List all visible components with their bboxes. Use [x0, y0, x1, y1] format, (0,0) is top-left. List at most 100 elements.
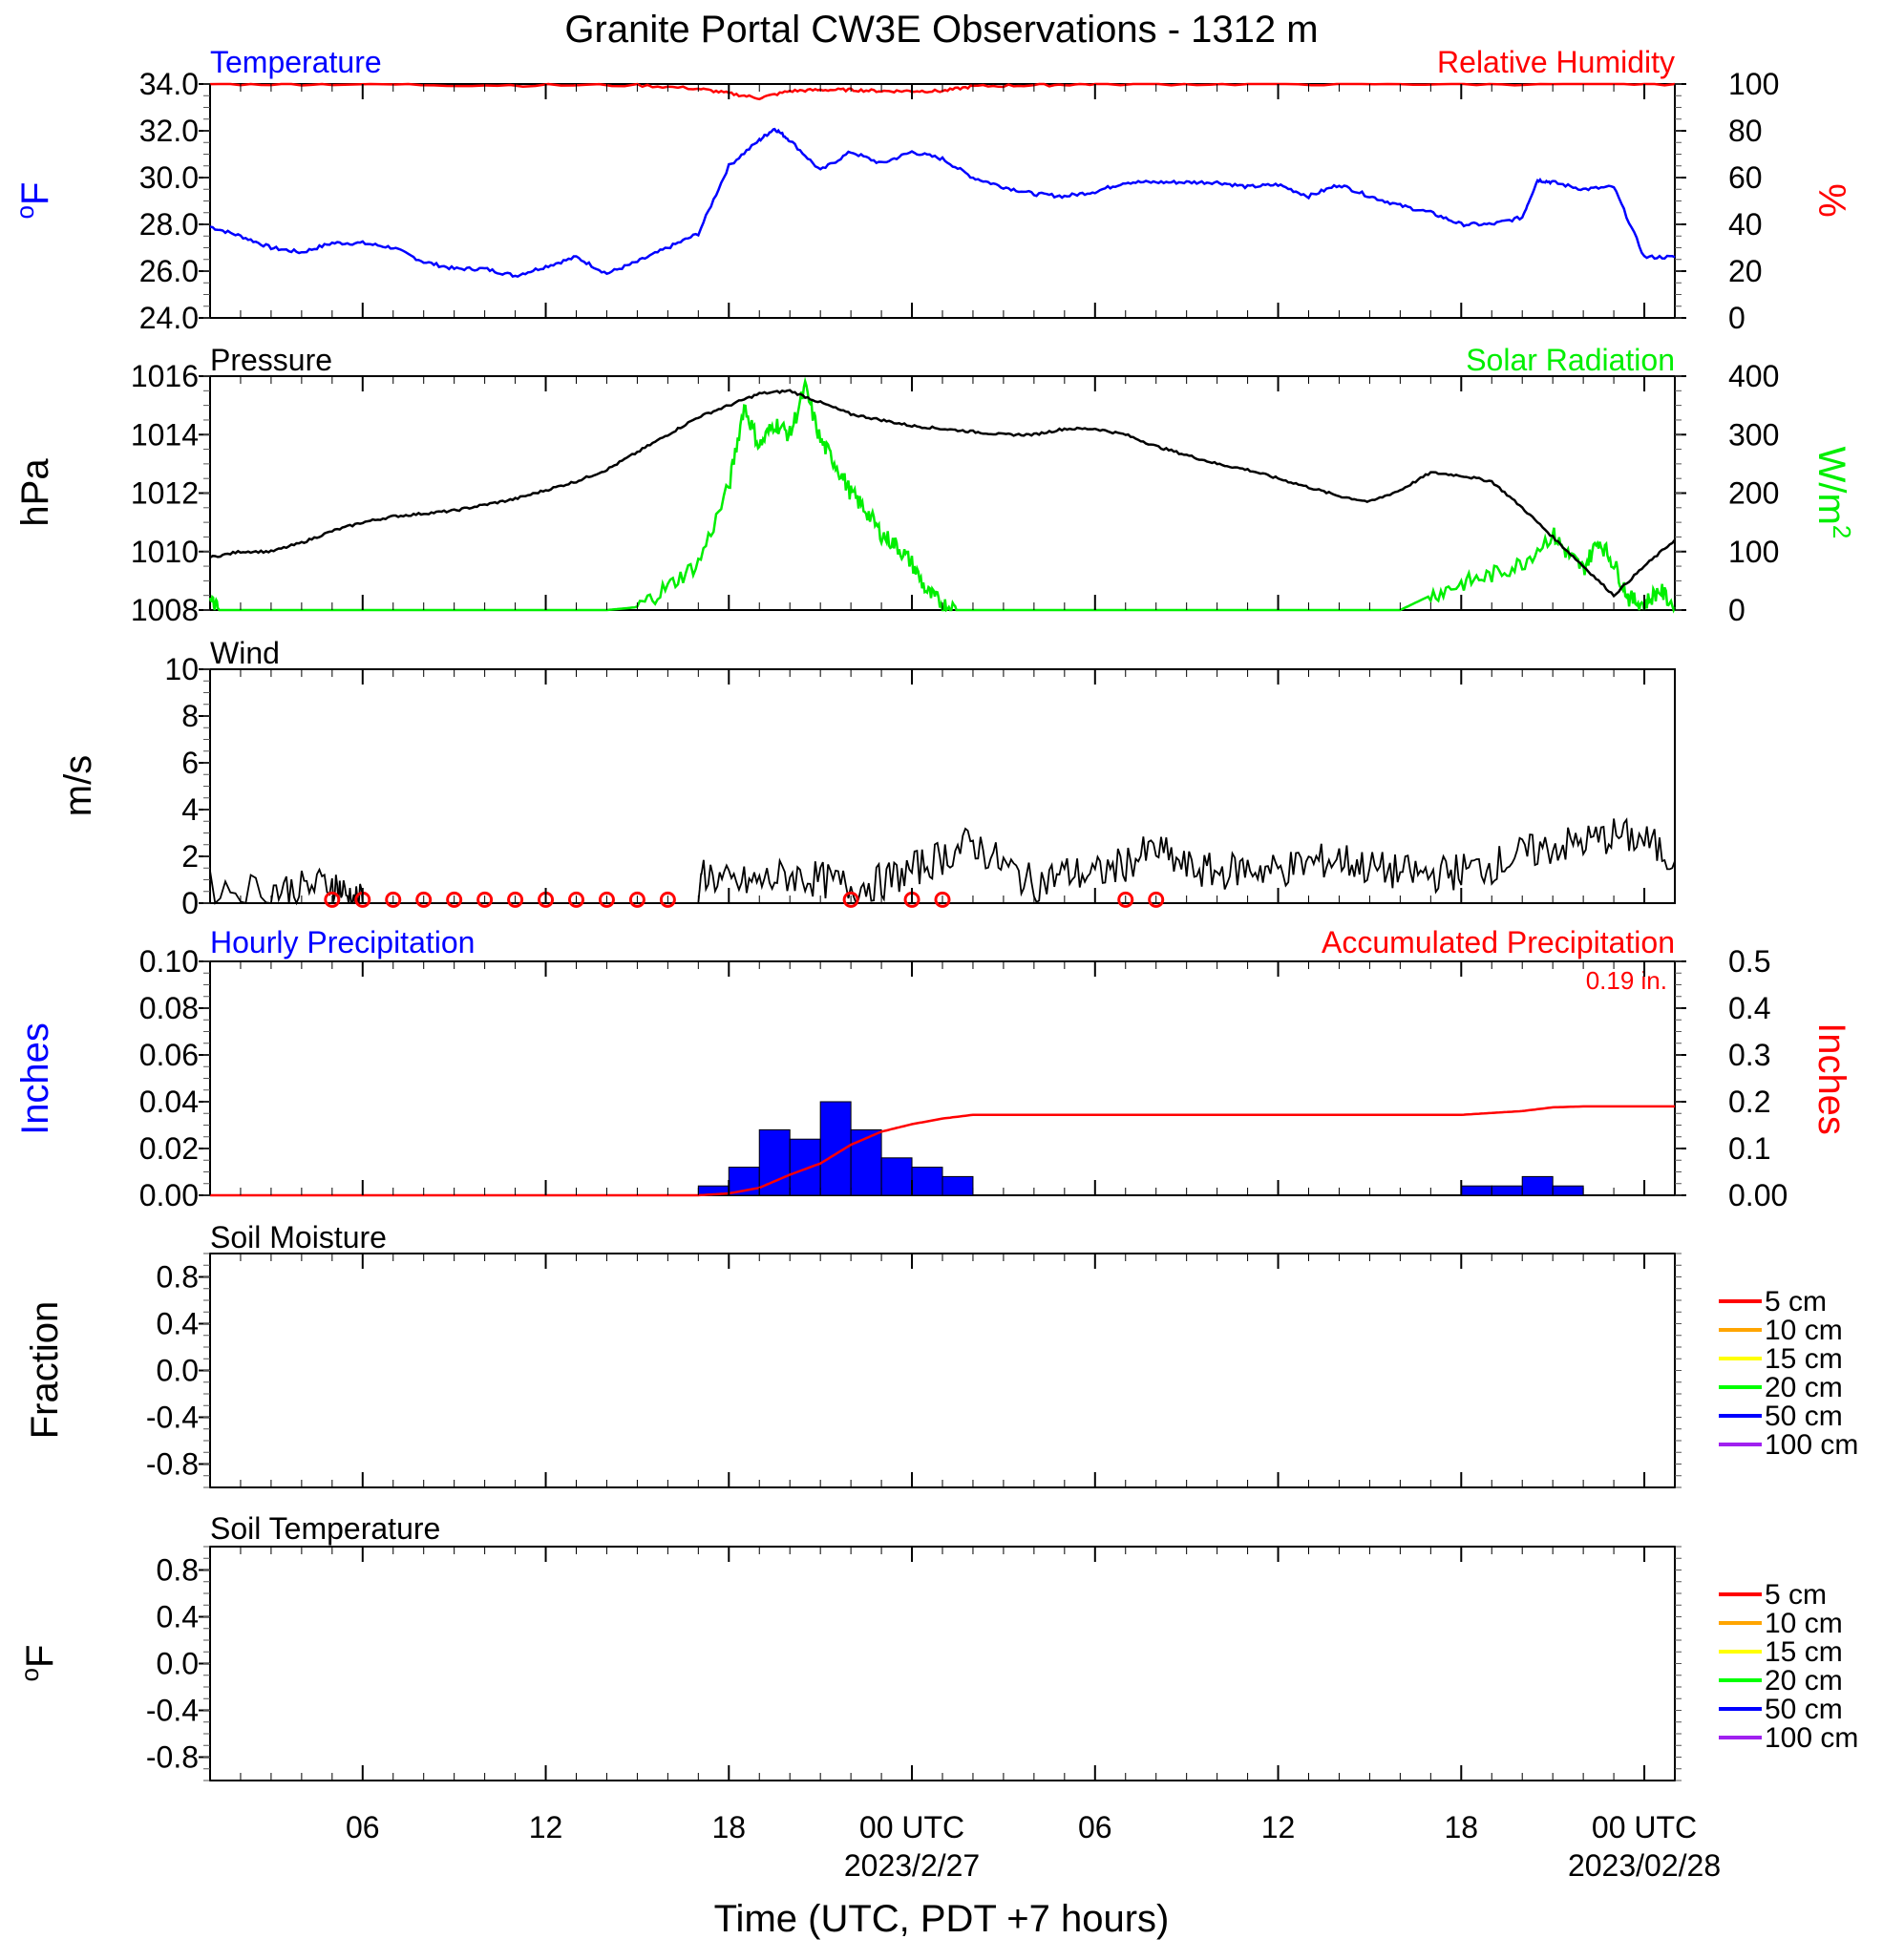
panel-pressure: Pressure Solar Radiation hPa W/m2 101610…	[14, 343, 1856, 627]
tick-label: 0.08	[139, 991, 199, 1025]
tick-label: 40	[1728, 207, 1763, 242]
tick-label: 24.0	[139, 301, 199, 335]
legend-label: 15 cm	[1765, 1636, 1843, 1668]
tick-label: 10	[164, 652, 199, 686]
x-tick-label: 06	[346, 1810, 380, 1844]
tick-label: 0	[1728, 593, 1745, 627]
rh-unit-label: %	[1810, 183, 1852, 218]
x-tick-label: 00 UTC	[859, 1810, 964, 1844]
tick-label: 100	[1728, 535, 1779, 569]
temp-title: Temperature	[210, 45, 382, 79]
tick-label: 0.3	[1728, 1038, 1770, 1072]
tick-label: 300	[1728, 417, 1779, 452]
soil-moisture-title: Soil Moisture	[210, 1220, 387, 1254]
legend-label: 15 cm	[1765, 1343, 1843, 1375]
solar-series-line	[208, 376, 1677, 614]
tick-label: -0.8	[146, 1447, 199, 1482]
precip-right-ticks: 0.5 0.4 0.3 0.2 0.1 0.00	[1675, 944, 1788, 1212]
x-date-label: 2023/2/27	[844, 1848, 980, 1883]
tick-label: 0.8	[157, 1553, 199, 1588]
tick-label: 34.0	[139, 67, 199, 101]
legend-label: 10 cm	[1765, 1315, 1843, 1346]
precip-bar	[789, 1138, 821, 1196]
calm-marker	[415, 891, 433, 908]
x-axis-label: Time (UTC, PDT +7 hours)	[714, 1898, 1170, 1940]
tick-label: 0.4	[157, 1600, 199, 1634]
calm-marker	[324, 891, 341, 908]
precip-bar	[911, 1167, 943, 1196]
calm-marker	[934, 891, 951, 908]
chart-title: Granite Portal CW3E Observations - 1312 …	[564, 9, 1318, 51]
precip-total-label: 0.19 in.	[1586, 966, 1667, 995]
tick-label: -0.4	[146, 1401, 199, 1435]
calm-marker	[1148, 891, 1165, 908]
tick-label: 1012	[131, 476, 199, 511]
precip-left-ticks: 0.10 0.08 0.06 0.04 0.02 0.00	[139, 944, 210, 1212]
hourly-precip-bars	[697, 1101, 1584, 1196]
tick-label: 200	[1728, 476, 1779, 511]
calm-marker	[446, 891, 463, 908]
tick-label: 80	[1728, 114, 1763, 148]
legend-label: 100 cm	[1765, 1429, 1858, 1461]
precip-bar	[1521, 1175, 1554, 1196]
legend-label: 20 cm	[1765, 1372, 1843, 1403]
calm-marker	[476, 891, 494, 908]
tick-label: 30.0	[139, 160, 199, 195]
wind-series-line	[209, 817, 1676, 906]
x-date-label: 2023/02/28	[1568, 1848, 1721, 1883]
tick-label: 400	[1728, 359, 1779, 393]
rh-title: Relative Humidity	[1437, 45, 1675, 79]
panel-temperature: Temperature Relative Humidity oF % 34.0 3…	[11, 45, 1852, 335]
x-tick-label: 00 UTC	[1592, 1810, 1697, 1844]
soil-temp-left-ticks: 0.8 0.4 0.0 -0.4 -0.8	[146, 1546, 1682, 1781]
soil-temp-unit-label: oF	[15, 1645, 61, 1682]
calm-marker	[659, 891, 676, 908]
rh-series-line	[209, 82, 1676, 101]
tick-label: 0.4	[1728, 991, 1770, 1025]
tick-label: 6	[181, 746, 199, 780]
tick-label: 26.0	[139, 254, 199, 288]
precip-bar	[1552, 1185, 1584, 1196]
temp-unit-label: oF	[11, 182, 56, 220]
hourly-precip-title: Hourly Precipitation	[210, 925, 475, 959]
x-tick-label: 18	[1444, 1810, 1478, 1844]
solar-unit-label: W/m2	[1810, 447, 1856, 539]
pressure-title: Pressure	[210, 343, 332, 377]
tick-label: 1016	[131, 359, 199, 393]
tick-label: 0.1	[1728, 1131, 1770, 1166]
tick-label: 0.0	[157, 1647, 199, 1681]
wind-calm-markers	[324, 891, 1165, 908]
tick-label: 2	[181, 839, 199, 874]
wind-unit-label: m/s	[57, 755, 99, 816]
legend-label: 100 cm	[1765, 1722, 1858, 1754]
panel-wind: Wind m/s 10 8 6 4 2 0	[57, 636, 1676, 920]
legend-label: 5 cm	[1765, 1286, 1827, 1317]
tick-label: 0.4	[157, 1307, 199, 1341]
temp-left-ticks: 34.0 32.0 30.0 28.0 26.0 24.0	[139, 67, 210, 335]
precip-bar	[942, 1175, 974, 1196]
wind-title: Wind	[210, 636, 280, 670]
solar-right-ticks: 400 300 200 100 0	[1675, 359, 1779, 627]
pressure-unit-label: hPa	[14, 458, 56, 527]
calm-marker	[628, 891, 645, 908]
legend-label: 5 cm	[1765, 1579, 1827, 1611]
tick-label: 0.00	[1728, 1178, 1788, 1212]
pressure-left-ticks: 1016 1014 1012 1010 1008	[131, 359, 210, 627]
precip-bar	[1460, 1185, 1492, 1196]
calm-marker	[568, 891, 584, 908]
tick-label: 0.5	[1728, 944, 1770, 979]
accum-precip-title: Accumulated Precipitation	[1322, 925, 1675, 959]
soil-temp-title: Soil Temperature	[210, 1511, 440, 1546]
calm-marker	[1117, 891, 1134, 908]
tick-label: 1008	[131, 593, 199, 627]
tick-label: 100	[1728, 67, 1779, 101]
tick-label: 0	[181, 886, 199, 920]
precip-left-unit-label: Inches	[14, 1022, 56, 1135]
tick-label: 0.2	[1728, 1085, 1770, 1119]
calm-marker	[842, 891, 859, 908]
x-tick-label: 18	[711, 1810, 746, 1844]
tick-label: 20	[1728, 254, 1763, 288]
